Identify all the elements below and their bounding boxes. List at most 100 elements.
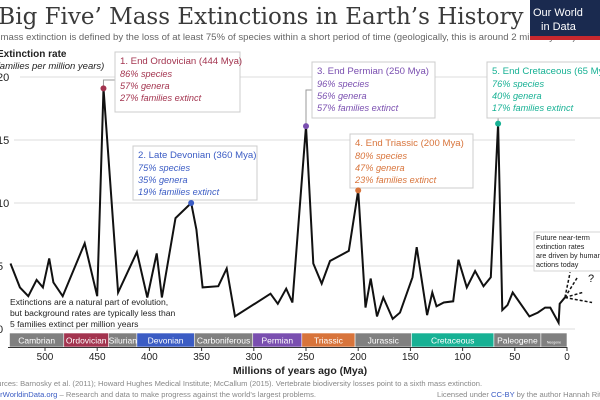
- x-tick-label: 100: [454, 352, 471, 363]
- event-stat: 40% genera: [492, 91, 542, 101]
- x-tick-label: 450: [89, 352, 106, 363]
- note-line: extinction rates: [536, 242, 585, 251]
- event-marker: [495, 120, 502, 127]
- event-marker: [355, 187, 362, 194]
- cc-by-link[interactable]: CC-BY: [491, 390, 515, 399]
- logo-background: [530, 0, 600, 40]
- license-suffix: by the author Hannah Ritchie.: [515, 390, 600, 399]
- x-tick-label: 0: [564, 352, 570, 363]
- chart-subtitle: A mass extinction is defined by the loss…: [0, 32, 578, 43]
- event-title: 1. End Ordovician (444 Mya): [120, 56, 242, 67]
- y-axis-title: Extinction rate: [0, 49, 67, 60]
- event-stat: 57% genera: [120, 81, 170, 91]
- event-annotations: 1. End Ordovician (444 Mya) 86% species 57…: [100, 51, 600, 206]
- event-stat: 76% species: [492, 79, 544, 89]
- future-projection-line: [564, 296, 593, 304]
- event-box: [132, 145, 258, 201]
- note-line: Future near-term: [536, 233, 590, 242]
- license-prefix: Licensed under: [437, 390, 491, 399]
- event-stat: 75% species: [138, 163, 190, 173]
- note-line: actions today: [536, 260, 579, 269]
- license-text: Licensed under CC-BY by the author Hanna…: [437, 390, 600, 399]
- note-line: but background rates are typically less …: [10, 308, 176, 318]
- owid-logo[interactable]: Our World in Data: [530, 0, 600, 40]
- x-tick-label: 400: [141, 352, 158, 363]
- event-stat: 80% species: [355, 151, 407, 161]
- period-label: Carboniferous: [197, 336, 250, 346]
- x-tick-label: 150: [402, 352, 419, 363]
- event-stat: 35% genera: [138, 175, 188, 185]
- note-line: are driven by human: [536, 251, 600, 260]
- event-marker: [188, 200, 195, 206]
- x-tick-label: 200: [350, 352, 367, 363]
- event-box: [311, 61, 436, 119]
- y-axis-subtitle: (families per million years): [0, 61, 104, 72]
- period-label: Cambrian: [18, 336, 55, 346]
- event-connector: [305, 89, 312, 127]
- chart-title: ‘Big Five’ Mass Extinctions in Earth’s H…: [0, 4, 524, 30]
- event-stat: 19% families extinct: [138, 187, 220, 197]
- x-tick-label: 500: [37, 352, 54, 363]
- future-projection-line: [564, 276, 579, 298]
- extinction-rate-line: [9, 88, 566, 327]
- event-1: 1. End Ordovician (444 Mya) 86% species 57…: [100, 51, 242, 113]
- background-rate-note: Extinctions are a natural part of evolut…: [10, 297, 176, 329]
- event-title: 2. Late Devonian (360 Mya): [138, 150, 256, 161]
- future-question-mark: ?: [588, 273, 594, 285]
- y-tick-label: 20: [0, 72, 9, 84]
- sources-text: Sources: Barnosky et al. (2011); Howard …: [0, 379, 482, 388]
- site-tagline: – Research and data to make progress aga…: [57, 390, 316, 399]
- period-label: Permian: [261, 336, 293, 346]
- logo-text-line2: in Data: [541, 21, 577, 33]
- note-line: Extinctions are a natural part of evolut…: [10, 297, 168, 307]
- event-title: 4. End Triassic (200 Mya): [355, 138, 464, 149]
- x-tick-label: 250: [298, 352, 315, 363]
- x-tick-label: 350: [193, 352, 210, 363]
- future-rate-note: Future near-term extinction rates are dr…: [533, 231, 600, 272]
- period-bar: Cambrian Ordovician Silurian Devonian Carbon…: [9, 332, 568, 348]
- period-label: Neogene: [547, 341, 561, 345]
- event-2: 2. Late Devonian (360 Mya) 75% species 35%…: [132, 145, 258, 206]
- y-tick-label: 10: [0, 198, 9, 210]
- y-tick-label: 5: [0, 261, 3, 273]
- future-projection-line: [564, 272, 571, 298]
- period-label: Triassic: [314, 336, 344, 346]
- event-box: [114, 51, 241, 113]
- event-box: [349, 133, 474, 189]
- event-stat: 56% genera: [317, 91, 367, 101]
- event-stat: 27% families extinct: [119, 93, 202, 103]
- period-label: Silurian: [109, 336, 138, 346]
- x-axis: 500 450 400 350 300 250 200 150 100 50 0: [8, 347, 570, 363]
- event-stat: 86% species: [120, 69, 172, 79]
- x-axis-title: Millions of years ago (Mya): [233, 365, 367, 377]
- event-title: 5. End Cretaceous (65 Mya): [492, 66, 600, 77]
- event-box: [486, 61, 600, 119]
- x-tick-label: 300: [245, 352, 262, 363]
- event-4: 4. End Triassic (200 Mya) 80% species 47% …: [349, 133, 474, 194]
- y-tick-label: 15: [0, 135, 9, 147]
- event-title: 3. End Permian (250 Mya): [317, 66, 429, 77]
- period-label: Ordovician: [66, 336, 107, 346]
- logo-stripe: [530, 36, 600, 40]
- event-stat: 17% families extinct: [492, 103, 574, 113]
- logo-text-line1: Our World: [533, 7, 583, 19]
- event-marker: [100, 85, 107, 92]
- y-tick-label: 0: [0, 324, 3, 336]
- future-projection-line: [564, 291, 583, 299]
- period-label: Cretaceous: [431, 336, 474, 346]
- event-marker: [303, 123, 309, 130]
- event-stat: 23% families extinct: [354, 175, 437, 185]
- series-layer: ?: [9, 88, 594, 327]
- note-line: 5 families extinct per million years: [10, 319, 138, 329]
- period-label: Jurassic: [368, 336, 400, 346]
- event-stat: 57% families extinct: [317, 103, 399, 113]
- future-note-box: [533, 231, 600, 272]
- event-stat: 47% genera: [355, 163, 405, 173]
- period-label: Paleogene: [497, 336, 538, 346]
- event-3: 3. End Permian (250 Mya) 96% species 56% g…: [303, 61, 436, 130]
- event-stat: 96% species: [317, 79, 369, 89]
- x-tick-label: 50: [509, 352, 521, 363]
